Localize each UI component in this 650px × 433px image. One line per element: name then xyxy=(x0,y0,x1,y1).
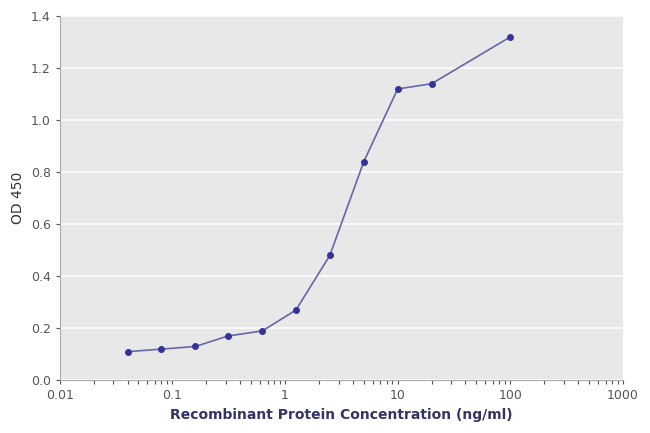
Y-axis label: OD 450: OD 450 xyxy=(11,172,25,224)
X-axis label: Recombinant Protein Concentration (ng/ml): Recombinant Protein Concentration (ng/ml… xyxy=(170,408,513,422)
